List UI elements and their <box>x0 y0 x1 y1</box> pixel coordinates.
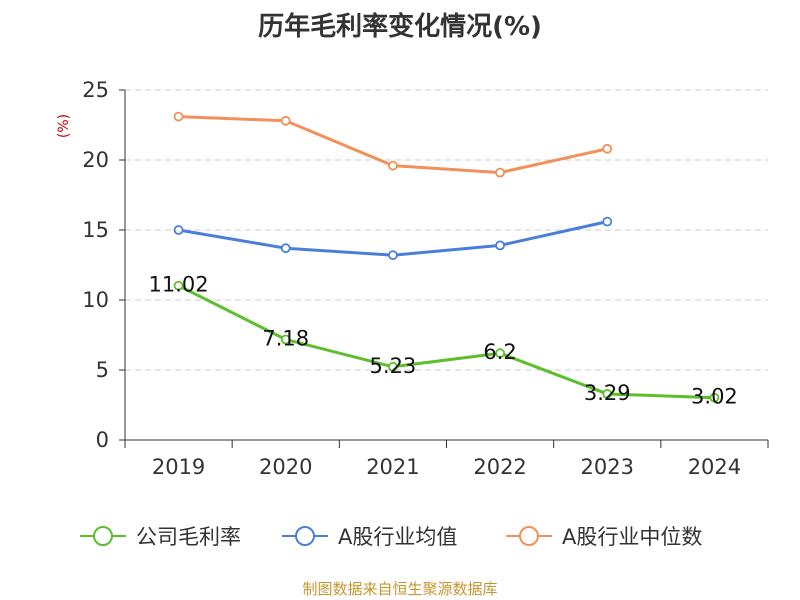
data-point <box>173 111 184 122</box>
data-point <box>388 250 398 261</box>
data-point <box>602 216 613 227</box>
source-note: 制图数据来自恒生聚源数据库 <box>302 580 498 598</box>
data-point <box>602 143 613 154</box>
axes: 0 5 10 15 20 25 2019 2020 2021 2022 2023 2024 <box>82 78 769 479</box>
x-tick-label: 2020 <box>259 455 312 479</box>
y-tick-label: 15 <box>82 218 109 242</box>
data-point <box>280 115 291 126</box>
data-label: 11.02 <box>149 273 209 297</box>
data-label: 6.2 <box>483 340 516 364</box>
data-point <box>280 334 291 345</box>
y-tick-label: 0 <box>96 428 109 452</box>
y-tick-label: 5 <box>96 358 109 382</box>
legend-marker <box>519 526 539 546</box>
data-labels: 11.02 7.18 5.23 6.2 3.29 3.02 <box>149 273 738 409</box>
data-point <box>173 280 184 291</box>
data-point <box>495 167 505 178</box>
data-point <box>709 392 720 403</box>
data-label: 3.02 <box>691 385 738 409</box>
series-line-2 <box>178 220 608 257</box>
y-tick-label: 10 <box>82 288 109 312</box>
legend-label: A股行业中位数 <box>562 525 702 549</box>
series-lines <box>173 111 720 403</box>
legend-label: 公司毛利率 <box>136 525 241 549</box>
data-label: 5.23 <box>370 354 417 378</box>
data-point <box>388 361 398 372</box>
legend-marker <box>93 526 113 546</box>
data-point <box>495 240 505 251</box>
x-tick-label: 2024 <box>688 455 741 479</box>
data-point <box>495 348 505 359</box>
grid-lines <box>125 89 768 371</box>
x-tick-label: 2022 <box>473 455 526 479</box>
y-tick-label: 20 <box>82 148 109 172</box>
series-line-1 <box>177 284 715 400</box>
data-point <box>173 225 184 235</box>
data-label: 3.29 <box>584 381 631 405</box>
legend: 公司毛利率 A股行业均值 A股行业中位数 <box>80 525 702 549</box>
y-axis-label: (%) <box>56 114 72 138</box>
legend-label: A股行业均值 <box>338 525 457 549</box>
y-tick-label: 25 <box>82 78 109 102</box>
data-point <box>602 389 613 399</box>
data-point <box>388 160 398 171</box>
chart-title: 历年毛利率变化情况(%) <box>258 12 542 42</box>
legend-marker <box>295 526 315 546</box>
x-tick-label: 2021 <box>366 455 419 479</box>
data-label: 7.18 <box>262 326 309 350</box>
x-tick-label: 2019 <box>152 455 205 479</box>
x-tick-label: 2023 <box>581 455 634 479</box>
data-point <box>280 243 291 254</box>
